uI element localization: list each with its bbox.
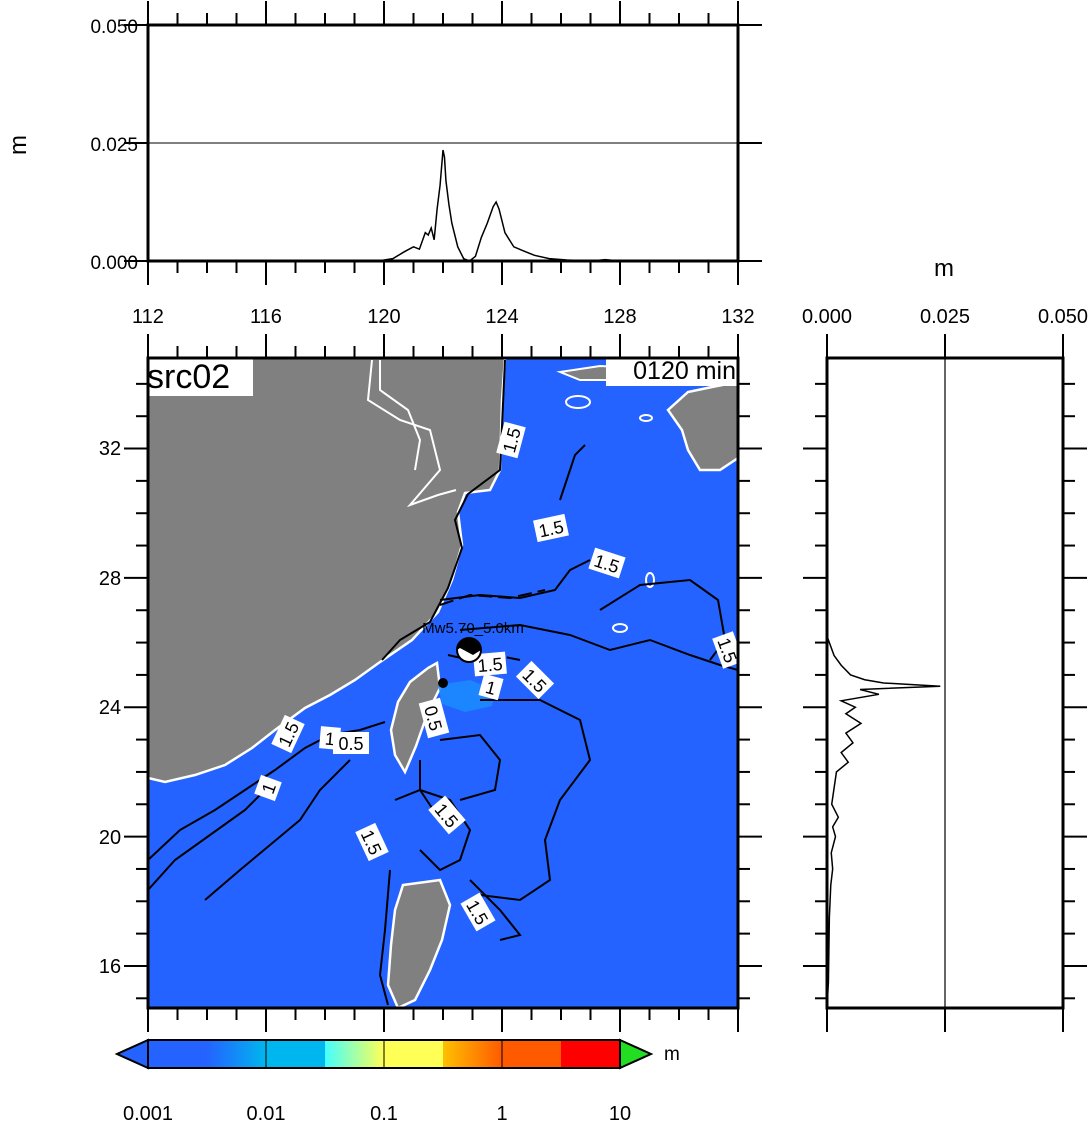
colorbar-high-arrow [619, 1038, 654, 1070]
right-profile-series-line [826, 635, 941, 1009]
colorbar: m 0.001 0.01 0.1 1 10 [114, 1038, 680, 1125]
lon-tick-label: 120 [367, 306, 400, 328]
epicenter-marker [438, 678, 448, 688]
colorbar-segment [148, 1040, 207, 1068]
top-profile-ylabel: m [5, 135, 32, 155]
map-panel: 1.5 1.5 1.5 1.5 1.5 1.5 1.5 1.5 1.5 1.5 … [99, 334, 762, 1032]
right-profile-xtick-label: 0.025 [920, 306, 970, 328]
colorbar-low-arrow [114, 1038, 149, 1070]
colorbar-unit: m [664, 1044, 680, 1065]
event-label: Mw5.70_5.0km [422, 620, 524, 637]
right-profile-panel: m 0.000 0.025 0.050 [802, 255, 1088, 1032]
lat-tick-label: 24 [99, 697, 121, 719]
right-profile-ticks [803, 334, 1087, 1032]
colorbar-segment [266, 1040, 325, 1068]
map-ticks [124, 334, 762, 1032]
lat-tick-label: 32 [99, 438, 121, 460]
map-title-box [143, 356, 253, 396]
colorbar-segment [502, 1040, 561, 1068]
focal-mechanism-beachball [456, 637, 482, 663]
lat-tick-label: 28 [99, 568, 121, 590]
top-profile-ytick-label: 0.025 [90, 135, 138, 156]
lon-tick-label: 128 [603, 306, 636, 328]
right-profile-xtick-label: 0.000 [802, 306, 852, 328]
map-lon-labels: 112 116 120 124 128 132 [132, 306, 755, 328]
colorbar-label: 0.01 [247, 1103, 286, 1125]
colorbar-label: 0.001 [123, 1103, 173, 1125]
top-profile-series-line [148, 149, 738, 262]
colorbar-segment [561, 1040, 620, 1068]
top-profile-ticks [124, 1, 762, 285]
time-label-box [606, 356, 740, 386]
luzon-island [386, 878, 452, 1008]
time-label: 0120 min [633, 357, 736, 385]
colorbar-segment [384, 1040, 443, 1068]
lon-tick-label: 116 [250, 306, 282, 328]
contour-label: 1.5 [477, 654, 504, 676]
colorbar-segment [443, 1040, 502, 1068]
lat-tick-label: 20 [99, 827, 121, 849]
top-profile-ytick-label: 0.050 [90, 17, 138, 38]
lon-tick-label: 112 [132, 306, 164, 328]
lon-tick-label: 132 [721, 306, 754, 328]
coastline-detail [366, 359, 457, 508]
contour-label: 1 [324, 729, 336, 750]
colorbar-label: 10 [609, 1103, 631, 1125]
kyushu-island [666, 380, 738, 472]
lat-tick-label: 16 [99, 956, 121, 978]
colorbar-segment [207, 1040, 266, 1068]
right-profile-xlabel: m [934, 255, 954, 282]
top-profile-ytick-label: 0.000 [90, 253, 138, 274]
colorbar-label: 1 [496, 1103, 507, 1125]
island-outline [612, 623, 628, 633]
island-outline [639, 414, 653, 422]
island-outline [645, 572, 655, 588]
top-profile-panel: 0.050 0.025 0.000 m [5, 1, 762, 285]
map-title: src02 [147, 358, 230, 396]
colorbar-segment [325, 1040, 384, 1068]
right-profile-xtick-label: 0.050 [1038, 306, 1088, 328]
colorbar-frame [147, 1039, 621, 1069]
contour-label-group: 1.5 1.5 1.5 1.5 1.5 1.5 1.5 1.5 1.5 1.5 … [254, 421, 738, 932]
contour-label: 0.5 [338, 734, 363, 754]
colorbar-label: 0.1 [370, 1103, 398, 1125]
lon-tick-label: 124 [485, 306, 518, 328]
contour-label: 1 [483, 677, 498, 699]
coastline-detail [379, 360, 422, 471]
colorbar-segments [148, 1040, 620, 1068]
island-outline [565, 395, 591, 409]
